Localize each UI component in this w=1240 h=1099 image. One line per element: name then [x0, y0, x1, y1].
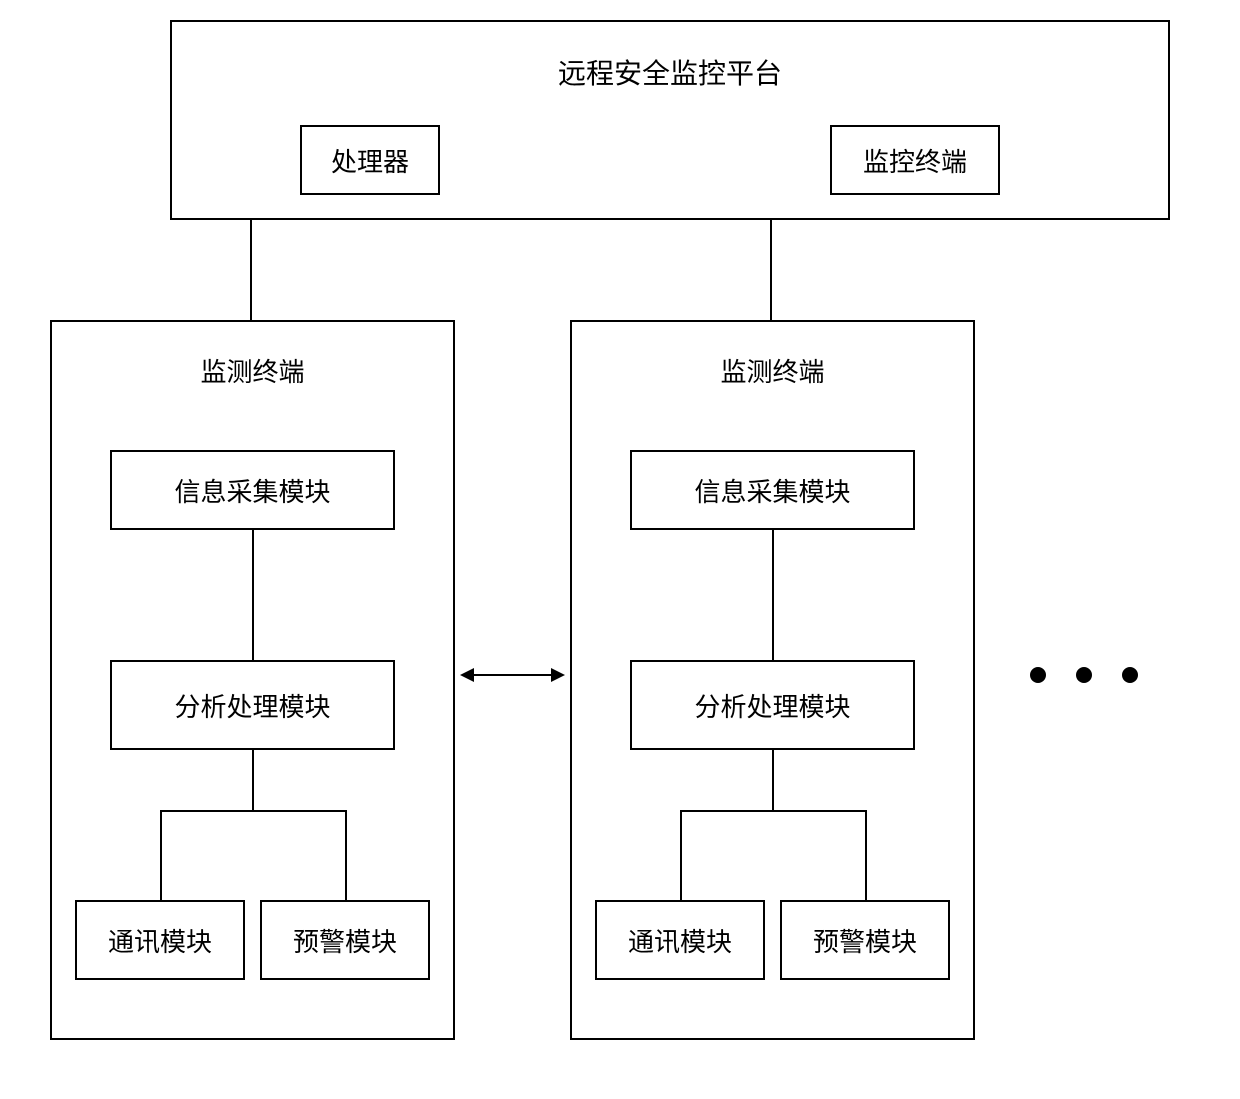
- t1-warning-box: 预警模块: [260, 900, 430, 980]
- platform-title: 远程安全监控平台: [558, 52, 782, 92]
- monitor-terminal-box: 监控终端: [830, 125, 1000, 195]
- dot-icon: [1122, 667, 1138, 683]
- t1-to-warn: [345, 810, 347, 900]
- terminal-2-title: 监测终端: [720, 352, 824, 389]
- t1-info-collection-label: 信息采集模块: [174, 472, 330, 509]
- t1-warning-label: 预警模块: [293, 922, 397, 959]
- t2-split-h: [680, 810, 867, 812]
- t2-info-to-analysis: [772, 530, 774, 660]
- t1-communication-box: 通讯模块: [75, 900, 245, 980]
- t1-analysis-down: [252, 750, 254, 810]
- t2-communication-label: 通讯模块: [628, 922, 732, 959]
- t2-analysis-label: 分析处理模块: [694, 687, 850, 724]
- t2-communication-box: 通讯模块: [595, 900, 765, 980]
- t1-split-h: [160, 810, 347, 812]
- t2-info-collection-box: 信息采集模块: [630, 450, 915, 530]
- t2-to-warn: [865, 810, 867, 900]
- t1-to-comm: [160, 810, 162, 900]
- t2-analysis-box: 分析处理模块: [630, 660, 915, 750]
- t2-warning-label: 预警模块: [813, 922, 917, 959]
- t2-warning-box: 预警模块: [780, 900, 950, 980]
- t2-info-collection-label: 信息采集模块: [694, 472, 850, 509]
- t1-analysis-label: 分析处理模块: [174, 687, 330, 724]
- t1-communication-label: 通讯模块: [108, 922, 212, 959]
- processor-box: 处理器: [300, 125, 440, 195]
- processor-label: 处理器: [331, 142, 409, 179]
- dot-icon: [1030, 667, 1046, 683]
- connector-platform-t2: [770, 220, 772, 320]
- bidirectional-arrow-icon: [460, 660, 565, 690]
- monitor-terminal-label: 监控终端: [863, 142, 967, 179]
- t1-info-to-analysis: [252, 530, 254, 660]
- t1-info-collection-box: 信息采集模块: [110, 450, 395, 530]
- t2-analysis-down: [772, 750, 774, 810]
- t1-analysis-box: 分析处理模块: [110, 660, 395, 750]
- t2-to-comm: [680, 810, 682, 900]
- terminal-1-title: 监测终端: [200, 352, 304, 389]
- connector-platform-t1: [250, 220, 252, 320]
- ellipsis-dots: [1030, 667, 1138, 683]
- dot-icon: [1076, 667, 1092, 683]
